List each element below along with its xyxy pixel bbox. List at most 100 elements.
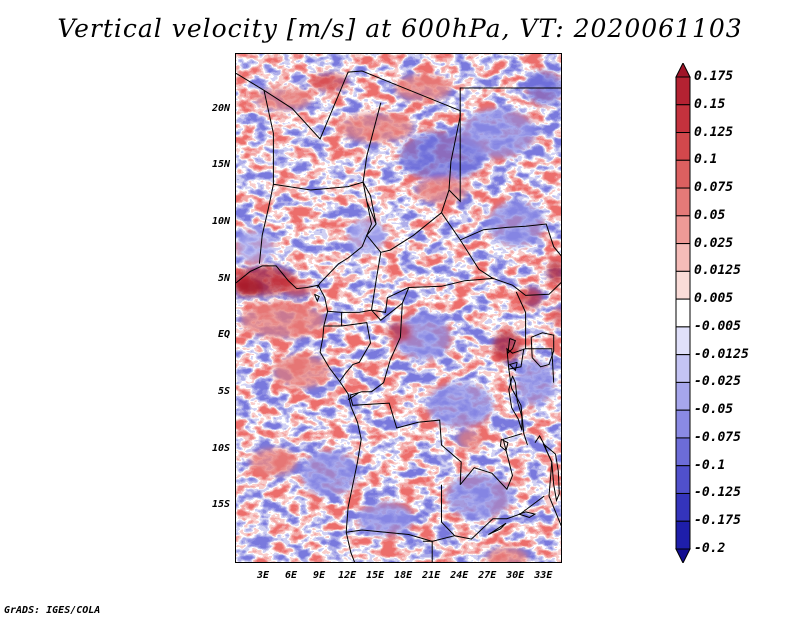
updraft-core-8	[338, 112, 414, 143]
colorbar-swatch	[675, 270, 691, 300]
colorbar-level-label: 0.175	[694, 69, 734, 84]
colorbar-level-label: -0.025	[694, 374, 741, 390]
updraft-core-10	[394, 74, 451, 102]
lon-tick-label: 3E	[256, 570, 270, 581]
border-24	[459, 433, 523, 491]
downdraft-core-5	[446, 473, 512, 519]
colorbar-level-label: -0.125	[694, 485, 741, 501]
colorbar-level-label: 0.15	[694, 96, 726, 112]
colorbar-level-label: -0.0125	[694, 346, 749, 362]
updraft-core-6	[547, 260, 561, 283]
lat-tick-label: 5N	[217, 272, 230, 284]
colorbar-swatch	[675, 187, 691, 217]
border-3	[316, 182, 373, 288]
updraft-core-4	[492, 330, 521, 363]
colorbar-swatch	[675, 298, 691, 328]
border-11	[323, 310, 343, 327]
colorbar-swatch	[675, 354, 691, 383]
colorbar-level-label: -0.005	[694, 318, 741, 334]
border-7	[441, 212, 494, 279]
lat-tick-label: 10N	[211, 216, 230, 227]
colorbar-level-label: 0.005	[694, 291, 734, 307]
colorbar-swatch	[675, 326, 691, 356]
colorbar-swatch	[675, 520, 691, 550]
colorbar-swatch	[675, 104, 691, 134]
border-0	[236, 70, 461, 140]
colorbar-swatch	[675, 76, 691, 106]
updraft-core-15	[250, 448, 297, 476]
colorbar-swatch	[675, 159, 691, 189]
colorbar-swatch	[675, 132, 691, 161]
lat-tick-label: EQ	[217, 329, 230, 341]
downdraft-core-0	[399, 131, 484, 181]
colorbar-level-label: 0.1	[694, 152, 718, 168]
lon-tick-label: 12E	[338, 570, 357, 581]
coastline-1	[508, 375, 523, 431]
coastline-9	[488, 522, 507, 535]
lon-tick-label: 6E	[285, 570, 298, 581]
lon-tick-label: 21E	[422, 570, 441, 581]
updraft-core-11	[240, 302, 325, 339]
downdraft-core-7	[488, 201, 545, 247]
colorbar-level-label: 0.05	[694, 207, 726, 223]
downdraft-core-4	[301, 450, 358, 497]
updraft-core-3	[387, 321, 412, 342]
downdraft-core-10	[516, 360, 554, 406]
coastline-2	[542, 443, 560, 503]
colorbar-level-label: -0.2	[694, 541, 726, 556]
lon-tick-label: 18E	[394, 570, 413, 581]
border-21	[506, 291, 527, 370]
coastline-3	[530, 332, 555, 368]
updraft-core-1	[236, 278, 264, 297]
border-5	[366, 201, 377, 225]
border-23	[508, 369, 528, 446]
border-25	[542, 443, 561, 527]
border-12	[341, 309, 372, 313]
grads-credit: GrADS: IGES/COLA	[4, 605, 101, 616]
updraft-core-14	[457, 429, 482, 450]
coastline-0	[236, 265, 362, 562]
vertical-velocity-map	[236, 54, 561, 562]
colorbar: 0.175 0.15 0.125 0.1 0.075 0.05 0.025 0.0125 0.0…	[674, 63, 774, 563]
border-13	[339, 322, 372, 382]
border-8	[448, 116, 461, 203]
border-2	[273, 181, 364, 191]
colorbar-swatch	[675, 409, 691, 439]
colorbar-top-arrow	[675, 63, 691, 78]
colorbar-bottom-arrow	[675, 548, 691, 563]
colorbar-swatches	[675, 63, 691, 563]
border-20	[422, 540, 433, 562]
colorbar-level-label: -0.1	[694, 457, 726, 473]
coastline-5	[508, 361, 518, 372]
colorbar-level-label: -0.175	[694, 513, 741, 529]
lat-tick-label: 5S	[217, 386, 230, 397]
colorbar-level-label: 0.075	[694, 180, 734, 196]
lon-tick-label: 24E	[450, 570, 469, 581]
coastline-7	[314, 293, 320, 303]
colorbar-swatch	[675, 243, 691, 272]
colorbar-swatch	[675, 215, 691, 245]
lon-tick-label: 9E	[313, 570, 326, 581]
border-10	[459, 87, 561, 117]
updraft-core-7	[552, 307, 561, 326]
border-15	[349, 303, 403, 396]
lon-tick-label: 15E	[366, 570, 385, 581]
border-22	[525, 348, 555, 383]
colorbar-level-label: 0.125	[694, 124, 734, 140]
colorbar-swatch	[675, 437, 691, 467]
lat-tick-label: 15N	[211, 159, 230, 171]
updraft-core-13	[486, 547, 528, 562]
border-19	[346, 495, 545, 542]
velocity-cores	[236, 71, 561, 562]
border-9	[460, 223, 561, 257]
lat-tick-label: 10S	[211, 442, 230, 454]
lon-tick-label: 30E	[506, 570, 525, 581]
updraft-core-9	[310, 73, 349, 92]
border-1	[258, 90, 274, 264]
country-borders	[236, 70, 561, 562]
updraft-core-16	[415, 176, 468, 204]
colorbar-level-label: -0.075	[694, 429, 741, 445]
colorbar-level-label: 0.025	[694, 235, 734, 251]
coastline-4	[507, 338, 517, 355]
colorbar-swatch	[675, 465, 691, 494]
